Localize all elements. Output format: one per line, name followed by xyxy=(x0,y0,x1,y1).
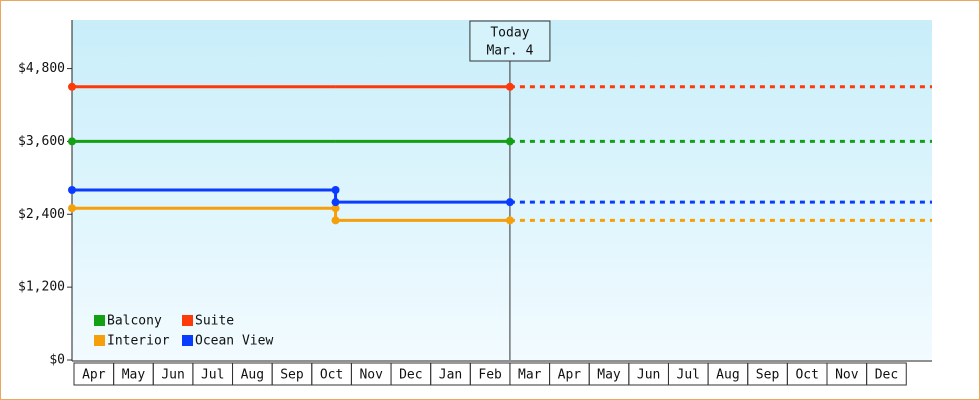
x-tick-label: Mar xyxy=(518,368,542,383)
y-tick-label: $3,600 xyxy=(18,134,65,149)
legend-label: Interior xyxy=(107,334,170,349)
x-tick-label: Dec xyxy=(875,368,898,383)
y-tick-label: $1,200 xyxy=(18,280,65,295)
today-box xyxy=(469,20,551,62)
x-tick-label: Jun xyxy=(161,368,184,383)
legend-swatch xyxy=(94,315,105,326)
x-tick-label: Aug xyxy=(716,368,739,383)
x-tick-label: Apr xyxy=(558,368,582,383)
point xyxy=(505,216,514,225)
x-tick-label: Sep xyxy=(280,368,304,383)
point xyxy=(331,204,340,213)
point xyxy=(331,198,340,207)
x-tick-label: Oct xyxy=(795,368,818,383)
x-tick-label: Apr xyxy=(82,368,106,383)
x-tick-label: May xyxy=(122,368,146,383)
today-date: Mar. 4 xyxy=(486,44,533,59)
point xyxy=(505,82,514,91)
point xyxy=(505,198,514,207)
legend-label: Ocean View xyxy=(195,334,273,349)
x-tick-label: Jan xyxy=(439,368,462,383)
legend-label: Balcony xyxy=(107,314,162,329)
point xyxy=(505,137,514,146)
point xyxy=(331,186,340,194)
x-tick-label: Dec xyxy=(399,368,422,383)
x-tick-label: Feb xyxy=(478,368,502,383)
x-tick-label: Aug xyxy=(241,368,264,383)
x-tick-label: Nov xyxy=(835,368,859,383)
point xyxy=(331,216,340,225)
x-tick-label: May xyxy=(597,368,621,383)
x-tick-label: Sep xyxy=(756,368,780,383)
point xyxy=(68,137,76,146)
x-tick-label: Nov xyxy=(359,368,383,383)
y-tick-label: $4,800 xyxy=(18,61,65,76)
legend-label: Suite xyxy=(195,314,234,329)
legend-swatch xyxy=(182,335,193,346)
today-title: Today xyxy=(490,26,529,41)
legend-swatch xyxy=(182,315,193,326)
x-tick-label: Oct xyxy=(320,368,343,383)
legend-swatch xyxy=(94,335,105,346)
y-tick-label: $2,400 xyxy=(18,207,65,222)
x-tick-label: Jul xyxy=(201,368,224,383)
y-tick-label: $0 xyxy=(49,353,65,368)
month-cell xyxy=(866,362,907,386)
x-tick-label: Jun xyxy=(637,368,660,383)
point xyxy=(68,186,76,194)
point xyxy=(68,82,76,91)
x-tick-label: Jul xyxy=(677,368,700,383)
point xyxy=(68,204,76,213)
